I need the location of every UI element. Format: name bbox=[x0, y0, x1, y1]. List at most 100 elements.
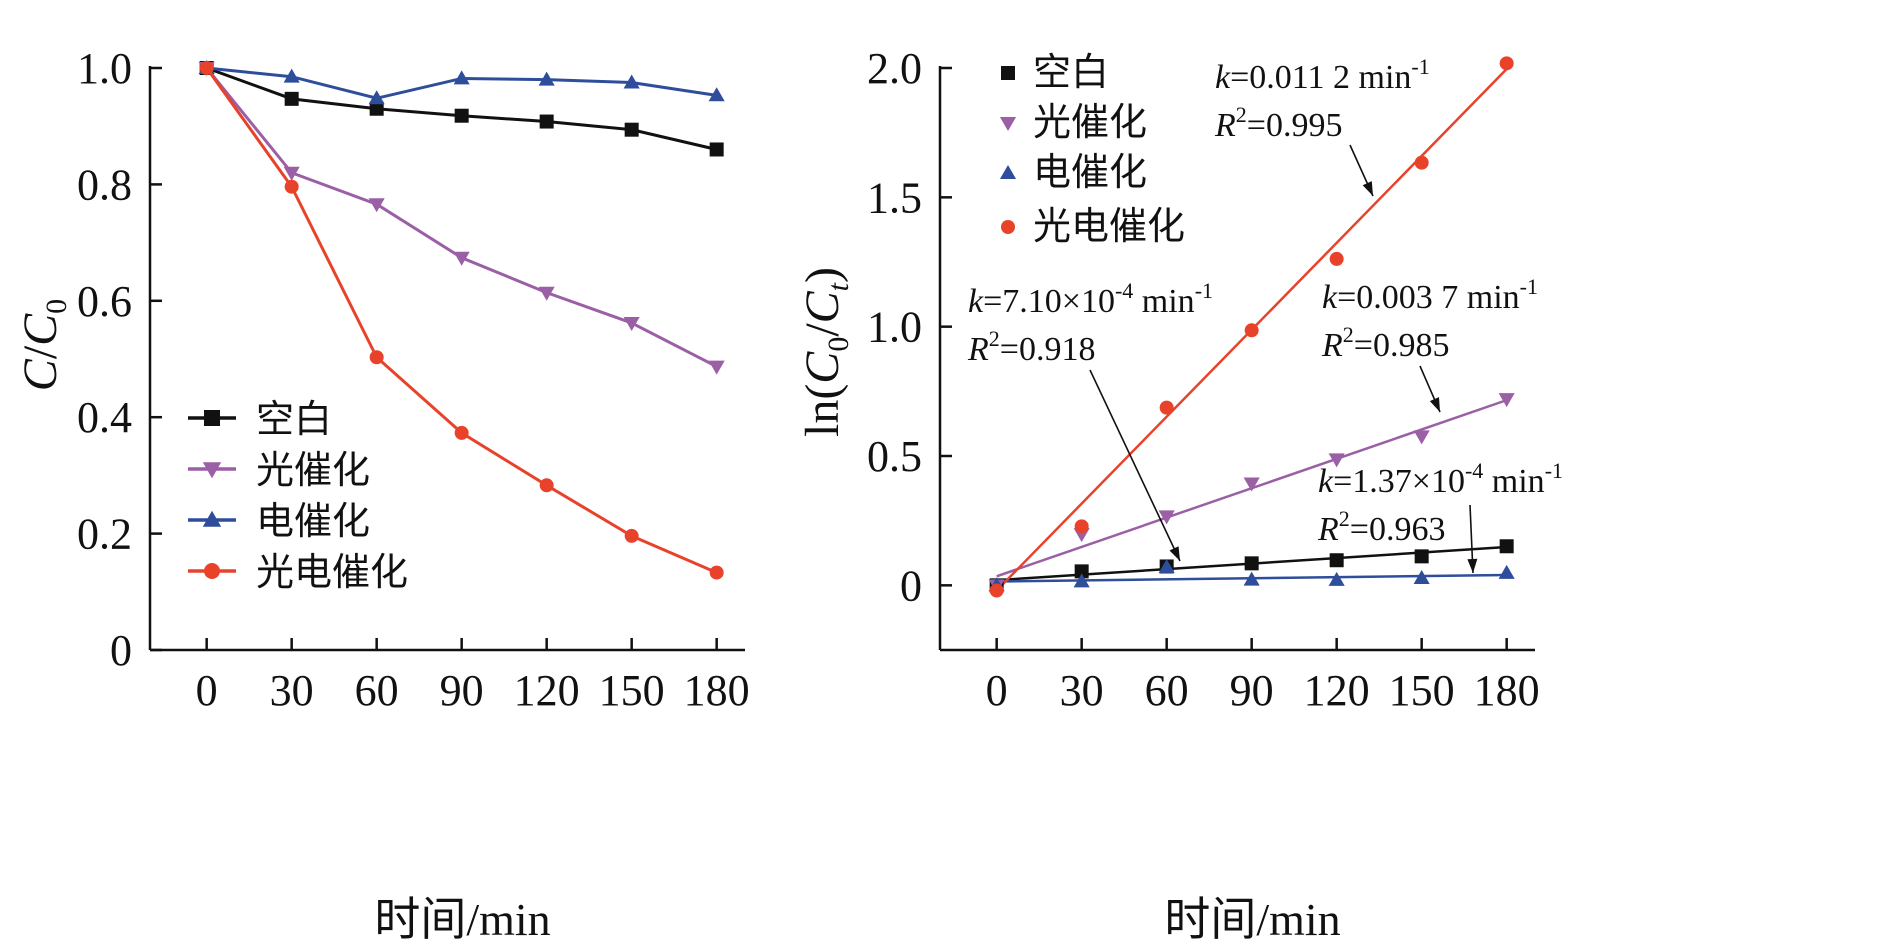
annotation-k-unit: min bbox=[1483, 463, 1544, 500]
annotation-k: k=0.003 7 min-1 bbox=[1322, 274, 1538, 316]
data-point bbox=[708, 360, 725, 375]
x-axis-label: 时间/min bbox=[374, 894, 550, 945]
data-point bbox=[623, 316, 640, 331]
data-point bbox=[1329, 251, 1344, 266]
data-point bbox=[454, 108, 469, 123]
annotation-r-symbol: R bbox=[1321, 327, 1343, 364]
annotation-k-value: =0.011 2 min bbox=[1230, 59, 1411, 96]
y-axis-label: ln(C0/Ct) bbox=[796, 267, 855, 437]
data-point bbox=[1243, 477, 1260, 492]
annotation-r-exponent: 2 bbox=[989, 326, 1000, 351]
x-tick-label: 0 bbox=[986, 666, 1008, 715]
legend-marker bbox=[999, 117, 1017, 132]
y-tick-label: 0.2 bbox=[77, 510, 132, 559]
annotation-arrow-head bbox=[1429, 397, 1440, 412]
annotation-r-value: =0.963 bbox=[1350, 511, 1446, 548]
y-label-c: C bbox=[796, 290, 849, 323]
y-tick-label: 0.6 bbox=[77, 277, 132, 326]
y-label-sub-0: 0 bbox=[40, 299, 73, 314]
y-label-c: C bbox=[14, 358, 67, 391]
y-tick-label: 1.5 bbox=[867, 173, 922, 222]
annotation-k: k=7.10×10-4 min-1 bbox=[968, 278, 1213, 320]
annotation-r-symbol: R bbox=[1317, 511, 1339, 548]
data-point bbox=[284, 179, 299, 194]
y-tick-label: 0.4 bbox=[77, 393, 132, 442]
data-point bbox=[624, 528, 639, 543]
annotation-r-value: =0.985 bbox=[1354, 327, 1450, 364]
data-point bbox=[1243, 571, 1260, 586]
legend-marker bbox=[999, 164, 1017, 179]
annotation-k-value: =0.003 7 min bbox=[1337, 279, 1520, 316]
y-label-slash: / bbox=[796, 323, 849, 337]
data-point bbox=[369, 101, 384, 116]
data-point bbox=[538, 71, 555, 86]
data-point bbox=[1074, 564, 1089, 579]
x-tick-label: 120 bbox=[514, 666, 580, 715]
legend-marker bbox=[202, 510, 222, 527]
data-point bbox=[368, 198, 385, 213]
data-point bbox=[539, 114, 554, 129]
annotation-k: k=1.37×10-4 min-1 bbox=[1318, 458, 1563, 500]
legend-label: 空白 bbox=[256, 399, 332, 441]
data-point bbox=[538, 286, 555, 301]
data-point bbox=[1414, 549, 1429, 564]
legend-label: 电催化 bbox=[1033, 152, 1147, 194]
x-axis-label: 时间/min bbox=[1164, 894, 1340, 945]
legend-marker bbox=[1001, 66, 1015, 80]
annotation-k-unit-exponent: -1 bbox=[1195, 278, 1213, 303]
annotation-k-unit-exponent: -1 bbox=[1520, 274, 1538, 299]
data-point bbox=[989, 583, 1004, 598]
annotation-r2: R2=0.985 bbox=[1321, 322, 1449, 364]
data-point bbox=[1498, 564, 1515, 579]
x-tick-label: 150 bbox=[599, 666, 665, 715]
annotation-r-symbol: R bbox=[1214, 107, 1236, 144]
right-chart-ln-c0-over-ct: 00.51.01.52.00 30 60 90 120 150 180时间/minln(C0… bbox=[796, 44, 1563, 945]
y-label-c: C bbox=[796, 351, 849, 384]
legend-marker bbox=[202, 462, 222, 479]
annotation-r-value: =0.918 bbox=[1000, 331, 1096, 368]
data-point bbox=[1328, 453, 1345, 468]
data-point bbox=[1244, 323, 1259, 338]
x-tick-label: 60 bbox=[355, 666, 399, 715]
legend-label: 电催化 bbox=[256, 501, 370, 543]
y-tick-label: 2.0 bbox=[867, 44, 922, 93]
y-tick-label: 0.8 bbox=[77, 160, 132, 209]
data-point bbox=[1074, 519, 1089, 534]
annotation-r-value: =0.995 bbox=[1247, 107, 1343, 144]
annotation-k-symbol: k bbox=[1215, 59, 1231, 96]
annotation-k-symbol: k bbox=[1322, 279, 1338, 316]
y-label-sub-0: 0 bbox=[822, 337, 855, 352]
y-label-sub-t: t bbox=[822, 282, 855, 291]
data-point bbox=[369, 350, 384, 365]
legend-label: 光催化 bbox=[256, 450, 370, 492]
annotation-k-unit: min bbox=[1133, 283, 1194, 320]
data-point bbox=[283, 166, 300, 181]
annotation-r2: R2=0.918 bbox=[967, 326, 1095, 368]
data-point bbox=[709, 565, 724, 580]
data-point bbox=[453, 251, 470, 266]
series-line bbox=[205, 67, 718, 574]
annotation-k-symbol: k bbox=[968, 283, 984, 320]
y-label-close-paren: ) bbox=[796, 267, 849, 283]
data-point bbox=[453, 70, 470, 85]
y-tick-label: 0 bbox=[900, 561, 922, 610]
annotation-r-exponent: 2 bbox=[1236, 102, 1247, 127]
data-point bbox=[1159, 400, 1174, 415]
annotation-k-exponent: -4 bbox=[1115, 278, 1133, 303]
left-chart-c-over-c0: 0 0.2 0.4 0.6 0.8 1.0 0 30 60 90 120 150 180 时间/min C/… bbox=[14, 44, 750, 945]
data-point bbox=[624, 122, 639, 137]
x-tick-label: 150 bbox=[1389, 666, 1455, 715]
annotation-k-unit-exponent: -1 bbox=[1545, 458, 1563, 483]
x-tick-label: 60 bbox=[1145, 666, 1189, 715]
data-point bbox=[1499, 539, 1514, 554]
y-label-ln: ln( bbox=[796, 384, 849, 437]
y-tick-label: 0.5 bbox=[867, 432, 922, 481]
data-point bbox=[283, 68, 300, 83]
data-point bbox=[1413, 570, 1430, 585]
annotation-k-value: =7.10×10 bbox=[983, 283, 1115, 320]
data-point bbox=[454, 425, 469, 440]
annotation-arrow-line bbox=[1089, 369, 1181, 562]
data-point bbox=[623, 74, 640, 89]
data-point bbox=[1073, 573, 1090, 588]
y-label-c: C bbox=[14, 313, 67, 346]
